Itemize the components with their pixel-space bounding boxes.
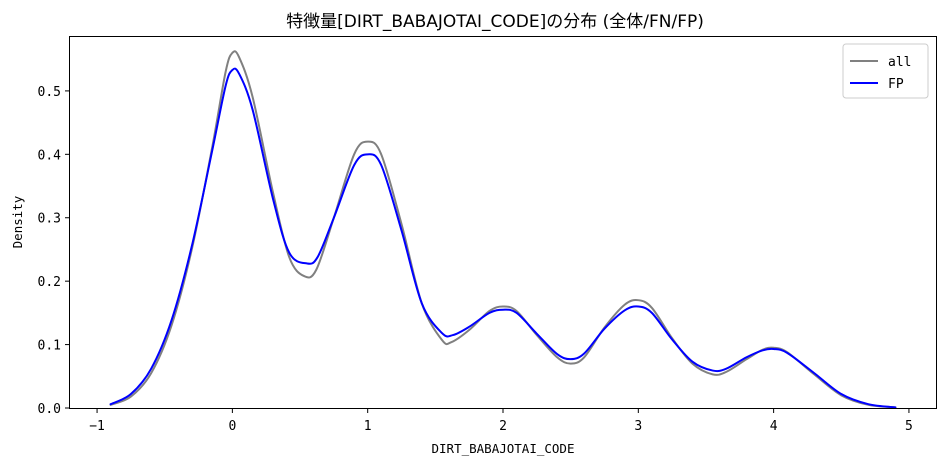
- y-tick-label: 0.5: [38, 85, 61, 100]
- series-line-all: [109, 50, 897, 409]
- x-axis: −1 0 1 2 3 4 5: [89, 408, 913, 434]
- x-axis-label: DIRT_BABAJOTAI_CODE: [432, 441, 575, 456]
- series-layer: [109, 50, 897, 409]
- y-axis-label: Density: [10, 195, 25, 248]
- x-tick-label: 0: [228, 419, 236, 434]
- x-tick-label: 5: [905, 419, 913, 434]
- x-tick-label: 4: [770, 419, 778, 434]
- y-tick-label: 0.3: [38, 212, 61, 227]
- y-tick-label: 0.4: [38, 148, 62, 163]
- y-axis: 0.0 0.1 0.2 0.3 0.4 0.5: [38, 85, 70, 417]
- series-line-fp: [109, 67, 897, 409]
- y-tick-label: 0.0: [38, 402, 61, 417]
- legend-entries: all FP: [850, 55, 911, 92]
- chart-title: 特徴量[DIRT_BABAJOTAI_CODE]の分布 (全体/FN/FP): [286, 12, 704, 32]
- x-tick-label: 3: [634, 419, 642, 434]
- plot-frame: [69, 36, 937, 409]
- x-tick-label: −1: [89, 419, 105, 434]
- legend-label-fp: FP: [888, 77, 904, 92]
- legend-box: [842, 43, 929, 99]
- y-tick-label: 0.1: [38, 339, 61, 354]
- plot-area: [69, 36, 937, 409]
- legend: all FP: [842, 43, 929, 99]
- x-tick-label: 2: [499, 419, 507, 434]
- legend-label-all: all: [888, 55, 911, 70]
- x-tick-label: 1: [364, 419, 372, 434]
- y-tick-label: 0.2: [38, 275, 61, 290]
